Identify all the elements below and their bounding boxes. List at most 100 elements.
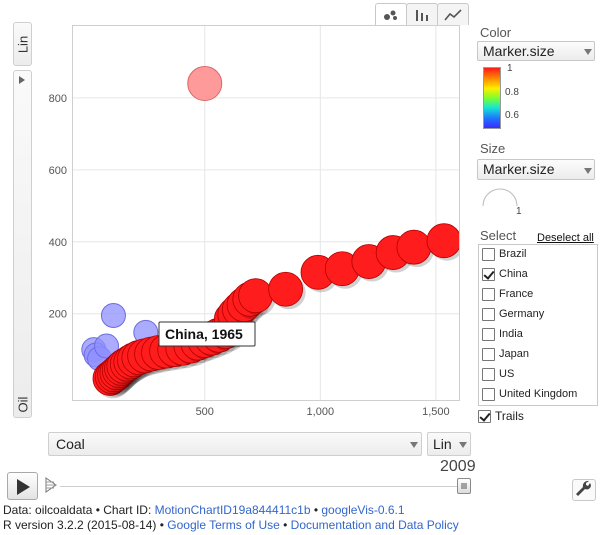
select-item-label: US [499, 368, 515, 380]
current-year: 2009 [440, 458, 476, 475]
chevron-down-icon [584, 49, 592, 55]
color-tick-08: 0.8 [505, 87, 519, 98]
bar-chart-icon [416, 9, 428, 21]
checkbox[interactable] [482, 248, 495, 261]
chart-id-link[interactable]: MotionChartID19a844411c1b [154, 503, 311, 517]
wrench-icon [576, 480, 591, 496]
chevron-down-icon [584, 168, 592, 174]
select-item-brazil[interactable]: Brazil [479, 245, 597, 265]
size-select-value: Marker.size [483, 161, 555, 177]
tab-bar-chart[interactable] [406, 3, 438, 25]
bubble-trail[interactable] [396, 229, 432, 265]
select-item-china[interactable]: China [479, 265, 597, 285]
size-legend-arc [482, 188, 518, 207]
trails-label: Trails [495, 409, 524, 423]
bubble-chart: China, 1965 [73, 26, 464, 400]
triangle-right-icon [19, 76, 25, 84]
timeline-handle[interactable] [457, 478, 471, 494]
checkbox[interactable] [482, 368, 495, 381]
footer-data-source: Data: oilcoaldata [3, 503, 93, 517]
googlevis-version-link[interactable]: googleVis-0.6.1 [321, 503, 405, 517]
select-item-label: United Kingdom [499, 388, 578, 400]
y-axis-scale-label: Lin [15, 35, 30, 54]
y-tick-label: 800 [49, 93, 67, 105]
size-legend-value: 1 [516, 206, 522, 217]
line-chart-icon [444, 8, 462, 21]
settings-button[interactable] [572, 479, 596, 501]
x-tick-label: 1,000 [307, 406, 335, 418]
select-item-germany[interactable]: Germany [479, 305, 597, 325]
bubble-trail[interactable] [426, 223, 462, 259]
speed-control[interactable] [44, 475, 59, 495]
tab-bubble-chart[interactable] [375, 3, 407, 25]
checkbox[interactable] [482, 308, 495, 321]
select-item-united-kingdom[interactable]: United Kingdom [479, 385, 597, 405]
x-axis-metric-label: Coal [56, 436, 85, 452]
checkbox[interactable] [482, 288, 495, 301]
entity-select-list: Brazil China France Germany India Japan US Unit… [478, 244, 598, 406]
footer-separator: • Chart ID: [92, 503, 155, 517]
tooltip-text: China, 1965 [165, 326, 243, 342]
size-select[interactable]: Marker.size [477, 159, 595, 180]
terms-of-use-link[interactable]: Google Terms of Use [167, 518, 280, 532]
size-label: Size [480, 141, 506, 156]
checkbox[interactable] [482, 348, 495, 361]
y-tick-label: 200 [49, 309, 67, 321]
trails-toggle[interactable]: Trails [478, 409, 538, 425]
trails-checkbox[interactable] [478, 410, 491, 423]
select-item-japan[interactable]: Japan [479, 345, 597, 365]
color-label: Color [480, 25, 512, 40]
y-axis-metric-select[interactable]: Oil [13, 70, 32, 418]
data-policy-link[interactable]: Documentation and Data Policy [290, 518, 459, 532]
play-icon [17, 479, 30, 495]
select-item-us[interactable]: US [479, 365, 597, 385]
chevron-down-icon [459, 442, 467, 448]
select-item-label: India [499, 328, 523, 340]
checkbox[interactable] [482, 328, 495, 341]
checkbox[interactable] [482, 388, 495, 401]
tooltip-box [158, 321, 256, 347]
deselect-all-link[interactable]: Deselect all [537, 232, 594, 244]
y-tick-label: 600 [49, 165, 67, 177]
color-tick-06: 0.6 [505, 110, 519, 121]
tab-line-chart[interactable] [437, 3, 469, 25]
footer-separator: • [279, 518, 291, 532]
y-axis-metric-label: Oil [15, 396, 30, 413]
bubble-other[interactable] [94, 333, 120, 359]
color-select-value: Marker.size [483, 43, 555, 59]
bubble-chart-icon [384, 10, 397, 20]
select-label: Select [480, 228, 517, 243]
x-tick-label: 500 [196, 406, 214, 418]
color-gradient-legend [483, 67, 501, 129]
color-tick-1: 1 [507, 63, 513, 74]
color-select[interactable]: Marker.size [477, 41, 595, 61]
select-item-label: France [499, 288, 534, 300]
select-item-label: Brazil [499, 248, 527, 260]
x-axis-metric-select[interactable]: Coal [48, 432, 422, 456]
x-tick-label: 1,500 [422, 406, 450, 418]
y-axis-scale-select[interactable]: Lin [13, 22, 32, 66]
timeline-track[interactable] [60, 486, 470, 487]
plot-area: China, 1965 [72, 25, 464, 401]
chevron-down-icon [410, 442, 418, 448]
select-item-india[interactable]: India [479, 325, 597, 345]
play-button[interactable] [7, 472, 38, 500]
select-item-france[interactable]: France [479, 285, 597, 305]
footer-r-version: R version 3.2.2 (2015-08-14) [3, 518, 157, 532]
y-tick-label: 400 [49, 237, 67, 249]
footer-separator: • [310, 503, 322, 517]
chart-type-tabs [375, 3, 469, 25]
footer-line-1: Data: oilcoaldata • Chart ID: MotionChar… [3, 503, 405, 517]
footer-line-2: R version 3.2.2 (2015-08-14) • Google Te… [3, 518, 459, 532]
x-axis-scale-select[interactable]: Lin [427, 432, 471, 456]
select-item-label: Germany [499, 308, 545, 320]
bubble-outlier[interactable] [187, 66, 223, 102]
checkbox[interactable] [482, 268, 495, 281]
select-item-label: China [499, 268, 528, 280]
bubble-other[interactable] [100, 302, 126, 328]
bubble-trail[interactable] [238, 278, 273, 314]
bubble-tooltip: China, 1965 [158, 321, 256, 347]
x-axis-scale-label: Lin [433, 436, 452, 452]
bubble-trail[interactable] [268, 271, 304, 307]
select-item-label: Japan [499, 348, 529, 360]
